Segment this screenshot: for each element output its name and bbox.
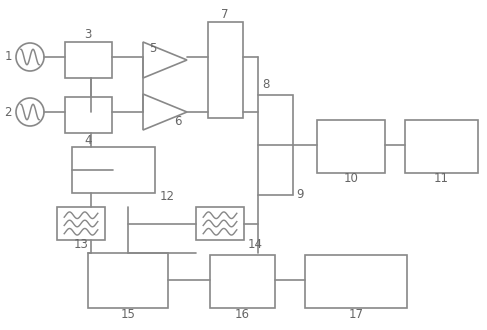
Bar (317, 120, 385, 173)
Text: 5: 5 (150, 42, 157, 54)
Text: 12: 12 (160, 190, 175, 204)
Bar (57, 207, 105, 240)
Bar (210, 255, 275, 308)
Text: 8: 8 (262, 79, 269, 91)
Text: 17: 17 (349, 309, 363, 321)
Bar (258, 95, 293, 195)
Text: 11: 11 (433, 172, 449, 184)
Text: 13: 13 (74, 238, 89, 250)
Bar (72, 147, 155, 193)
Text: 15: 15 (121, 309, 135, 321)
Bar (65, 42, 112, 78)
Text: 4: 4 (84, 134, 92, 147)
Text: 10: 10 (343, 172, 358, 184)
Text: 9: 9 (296, 188, 303, 202)
Text: 3: 3 (84, 28, 92, 42)
Bar (405, 120, 478, 173)
Bar (196, 207, 244, 240)
Text: 2: 2 (4, 106, 12, 118)
Bar (88, 253, 168, 308)
Bar (208, 22, 243, 118)
Bar (305, 255, 407, 308)
Text: 7: 7 (221, 9, 229, 21)
Bar (65, 97, 112, 133)
Text: 14: 14 (248, 238, 263, 250)
Text: 1: 1 (4, 50, 12, 63)
Text: 6: 6 (174, 115, 182, 128)
Text: 16: 16 (235, 309, 249, 321)
